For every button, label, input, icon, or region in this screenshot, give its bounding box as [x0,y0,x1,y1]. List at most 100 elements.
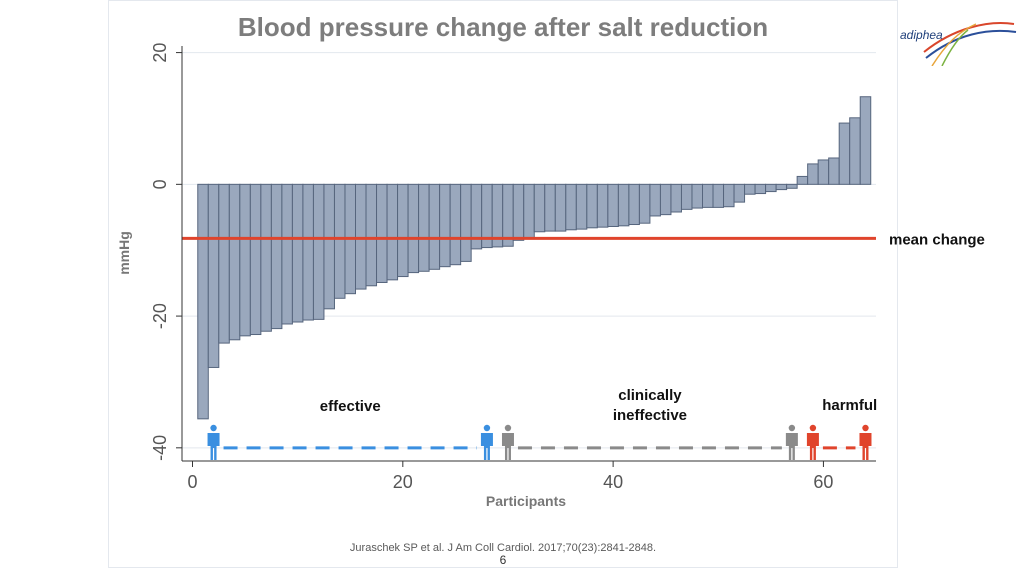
citation: Juraschek SP et al. J Am Coll Cardiol. 2… [349,542,657,554]
person-body [859,433,872,460]
y-tick-label: -20 [150,303,170,329]
person-body [785,433,798,460]
bar [249,183,262,336]
bar [281,183,293,325]
bar [775,183,788,191]
bar [239,183,251,337]
bar [796,175,809,185]
bar [817,159,830,185]
person-icon [207,424,220,460]
bar [365,183,378,287]
bar [659,183,672,216]
bar [554,183,567,232]
bar [260,183,272,332]
mean-line-group: mean change [182,231,985,248]
axes: -40 -20 0 20 0 20 40 60 [150,43,876,492]
bar [533,183,546,233]
bar [649,183,661,217]
x-axis-title: Participants [486,493,566,509]
person-body [207,433,220,460]
bar [765,183,777,193]
bar [807,163,819,185]
bar [523,183,535,240]
group-label: ineffective [613,407,687,424]
bar [333,183,346,299]
bar [512,183,525,241]
bar [449,183,462,266]
bar [733,183,746,203]
adiphea-swoosh-logo [923,22,1017,66]
y-tick-label: -40 [150,435,170,461]
mean-change-label: mean change [889,231,985,248]
person-icon [859,424,872,460]
page-number: 6 [499,553,507,567]
bar [754,183,767,195]
bar [838,122,851,185]
bar [586,183,598,229]
bar [397,183,409,278]
y-tick-label: 0 [150,179,170,189]
bar [218,183,230,344]
group-label: effective [320,398,381,415]
y-axis-title: mmHg [116,231,132,275]
x-tick-label: 0 [188,472,198,492]
bar [617,183,630,227]
bar [859,96,872,185]
bar [428,183,441,270]
x-tick-label: 60 [813,472,833,492]
bar [670,183,682,213]
bar [828,157,840,185]
person-body [501,433,514,460]
bar [376,183,388,283]
logo-wordmark: adiphea [900,28,943,42]
person-body [480,433,493,460]
group-annotations: effective clinically ineffective harmful [207,387,877,460]
bar [596,183,609,228]
bar [197,183,209,420]
person-head [210,424,217,432]
bar [312,183,325,320]
bar [302,183,314,321]
bar [270,183,283,330]
person-body [806,433,819,460]
x-tick-label: 40 [603,472,623,492]
person-icon [785,424,798,460]
bar [460,183,472,262]
bar [723,183,735,208]
chart-title: Blood pressure change after salt reducti… [237,12,769,42]
bar [680,183,693,210]
person-icon [480,424,493,460]
bar [544,183,556,232]
bar [628,183,640,226]
bar [418,183,430,272]
bar [638,183,651,224]
bar [575,183,588,230]
person-icon [806,424,819,460]
group-label: clinically [618,387,682,404]
bar [291,183,304,323]
bar [565,183,577,231]
bar [386,183,399,281]
bars [197,96,872,420]
bar [786,183,798,189]
bar [228,183,241,341]
bar [744,183,756,195]
bar [702,183,714,208]
group-label: harmful [822,397,877,414]
person-head [809,424,817,432]
bar [849,117,861,185]
y-tick-label: 20 [150,43,170,63]
bar [207,183,220,368]
x-tick-label: 20 [393,472,413,492]
person-head [862,424,869,432]
person-head [483,424,491,432]
bar [607,183,619,227]
person-head [788,424,796,432]
bar [323,183,335,310]
bar [407,183,420,274]
bar [691,183,704,209]
person-icon [501,424,514,460]
bar [712,183,725,208]
bar [439,183,451,268]
